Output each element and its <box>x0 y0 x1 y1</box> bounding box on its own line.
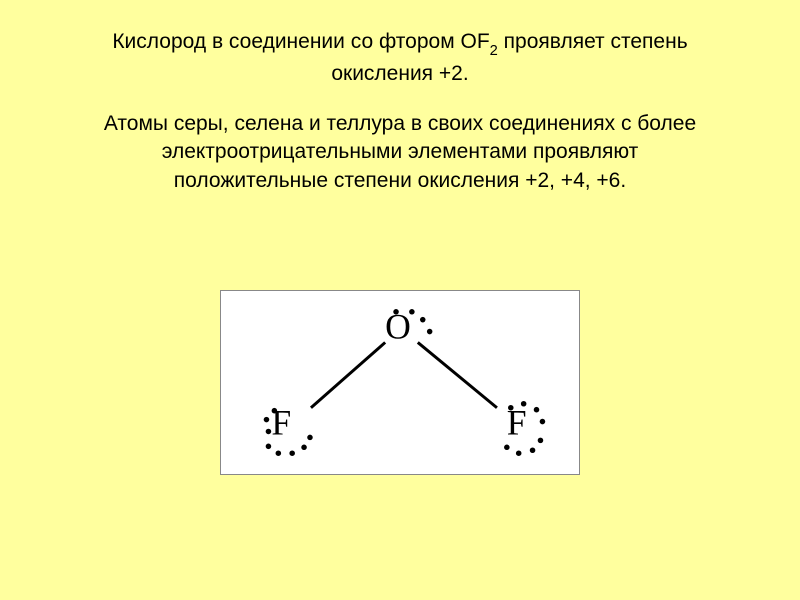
p2-line2: электроотрицательными элементами проявля… <box>162 140 639 163</box>
p2-line1: Атомы серы, селена и теллура в своих сое… <box>104 112 696 135</box>
electron-dot <box>307 435 313 441</box>
diagram-svg: O F F <box>221 291 579 474</box>
electron-dot <box>530 447 536 453</box>
electron-dot <box>289 450 295 456</box>
electron-dot <box>272 408 278 414</box>
electron-dot <box>521 401 527 407</box>
electron-dot <box>540 419 546 425</box>
paragraph-1: Кислород в соединении со фтором OF2 проя… <box>0 28 800 88</box>
electron-dot <box>276 450 282 456</box>
electron-dot <box>409 309 415 315</box>
electron-dot <box>516 450 522 456</box>
p1-subscript: 2 <box>490 43 498 59</box>
bond-line <box>311 342 385 407</box>
electron-dot <box>534 407 540 413</box>
electron-dot <box>538 438 544 444</box>
electron-dot <box>266 429 272 435</box>
electron-dot <box>504 445 510 451</box>
electron-dot <box>427 329 433 335</box>
electron-dot <box>420 317 426 323</box>
electron-dot <box>264 417 270 423</box>
p2-line3: положительные степени окисления +2, +4, … <box>174 169 626 192</box>
p1-line2: окисления +2. <box>331 62 468 85</box>
electron-dot <box>266 444 272 450</box>
bonds-group <box>311 342 497 407</box>
lewis-structure-diagram: O F F <box>220 290 580 475</box>
p1-line1-pre: Кислород в соединении со фтором OF <box>112 30 489 53</box>
electron-dot <box>393 309 399 315</box>
paragraph-2: Атомы серы, селена и теллура в своих сое… <box>0 110 800 195</box>
electron-dot <box>301 445 307 451</box>
electron-dot <box>508 405 514 411</box>
bond-line <box>418 342 497 407</box>
p1-line1-post: проявляет степень <box>498 30 688 53</box>
